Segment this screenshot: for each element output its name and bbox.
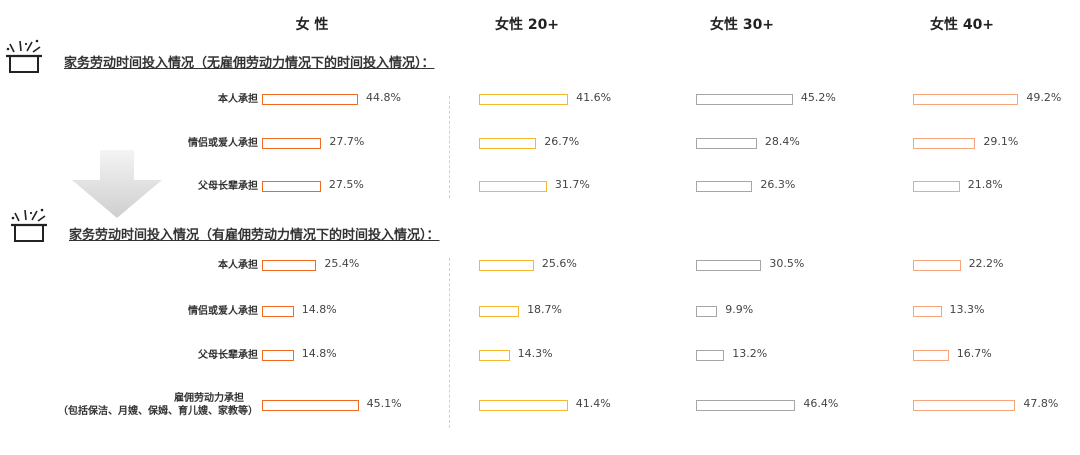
row-label: 本人承担 [218, 94, 258, 105]
bar-value-label: 26.7% [544, 135, 580, 148]
bar-value-label: 9.9% [725, 303, 754, 316]
bar [262, 181, 321, 192]
bar [913, 400, 1016, 411]
bar [262, 400, 359, 411]
bar-value-label: 41.6% [576, 91, 612, 104]
bar-value-label: 14.8% [301, 303, 337, 316]
bar [696, 400, 796, 411]
bar [696, 94, 793, 105]
bar [479, 94, 569, 105]
column-header-female-30: 女性 30+ [709, 17, 775, 33]
bar-value-label: 31.7% [554, 178, 590, 191]
bar-value-label: 22.2% [968, 257, 1004, 270]
bar-value-label: 29.1% [983, 135, 1019, 148]
bar [696, 181, 753, 192]
bar-value-label: 14.8% [301, 347, 337, 360]
bar [262, 94, 358, 105]
down-arrow-icon [72, 150, 162, 218]
bar [913, 181, 960, 192]
bar-value-label: 14.3% [517, 347, 553, 360]
bar [696, 306, 718, 317]
bar-value-label: 16.7% [956, 347, 992, 360]
row-label: 情侣或爱人承担 [188, 306, 258, 317]
bar-value-label: 45.2% [800, 91, 836, 104]
bar-value-label: 27.7% [329, 135, 365, 148]
bar-value-label: 45.1% [366, 397, 402, 410]
bar [913, 306, 942, 317]
bar [913, 260, 961, 271]
bar-value-label: 25.6% [541, 257, 577, 270]
pot-sparkle-icon [6, 39, 42, 73]
bar [479, 400, 568, 411]
bar [913, 94, 1019, 105]
row-sublabel: （包括保洁、月嫂、保姆、育儿嫂、家教等） [58, 406, 258, 417]
bar [696, 138, 757, 149]
bar [479, 138, 537, 149]
bar [696, 350, 725, 361]
pot-sparkle-icon [11, 208, 47, 242]
row-label: 情侣或爱人承担 [188, 138, 258, 149]
bar [479, 350, 510, 361]
bar-value-label: 41.4% [575, 397, 611, 410]
row-label: 本人承担 [218, 260, 258, 271]
bar [696, 260, 762, 271]
bar [262, 306, 294, 317]
bar [262, 138, 322, 149]
bar-value-label: 13.3% [949, 303, 985, 316]
bar [262, 260, 317, 271]
column-header-female-40: 女性 40+ [929, 17, 995, 33]
bar-value-label: 46.4% [803, 397, 839, 410]
bar-value-label: 47.8% [1023, 397, 1059, 410]
row-label: 父母长辈承担 [198, 350, 258, 361]
bar [913, 350, 949, 361]
separator-line [449, 258, 450, 428]
separator-line [449, 96, 450, 198]
bar [913, 138, 976, 149]
row-label: 父母长辈承担 [198, 181, 258, 192]
section-title-no-hired: 家务劳动时间投入情况（无雇佣劳动力情况下的时间投入情况）： [64, 56, 435, 71]
row-label-main: 雇佣劳动力承担 [174, 393, 244, 404]
bar [262, 350, 294, 361]
bar-value-label: 44.8% [366, 91, 401, 104]
bar [479, 181, 547, 192]
bar-value-label: 25.4% [324, 257, 360, 270]
bar-value-label: 27.5% [328, 178, 364, 191]
bar-value-label: 21.8% [967, 178, 1003, 191]
bar-value-label: 30.5% [769, 257, 805, 270]
bar-value-label: 49.2% [1026, 91, 1062, 104]
column-header-female: 女 性 [295, 17, 329, 33]
bar-value-label: 28.4% [764, 135, 800, 148]
column-header-female-20: 女性 20+ [494, 17, 560, 33]
bar-value-label: 26.3% [760, 178, 796, 191]
bar-value-label: 18.7% [527, 303, 563, 316]
bar [479, 260, 534, 271]
bar [479, 306, 520, 317]
row-label: 雇佣劳动力承担 （包括保洁、月嫂、保姆、育儿嫂、家教等） [58, 392, 258, 418]
section-title-with-hired: 家务劳动时间投入情况（有雇佣劳动力情况下的时间投入情况）： [69, 228, 440, 243]
bar-value-label: 13.2% [732, 347, 768, 360]
